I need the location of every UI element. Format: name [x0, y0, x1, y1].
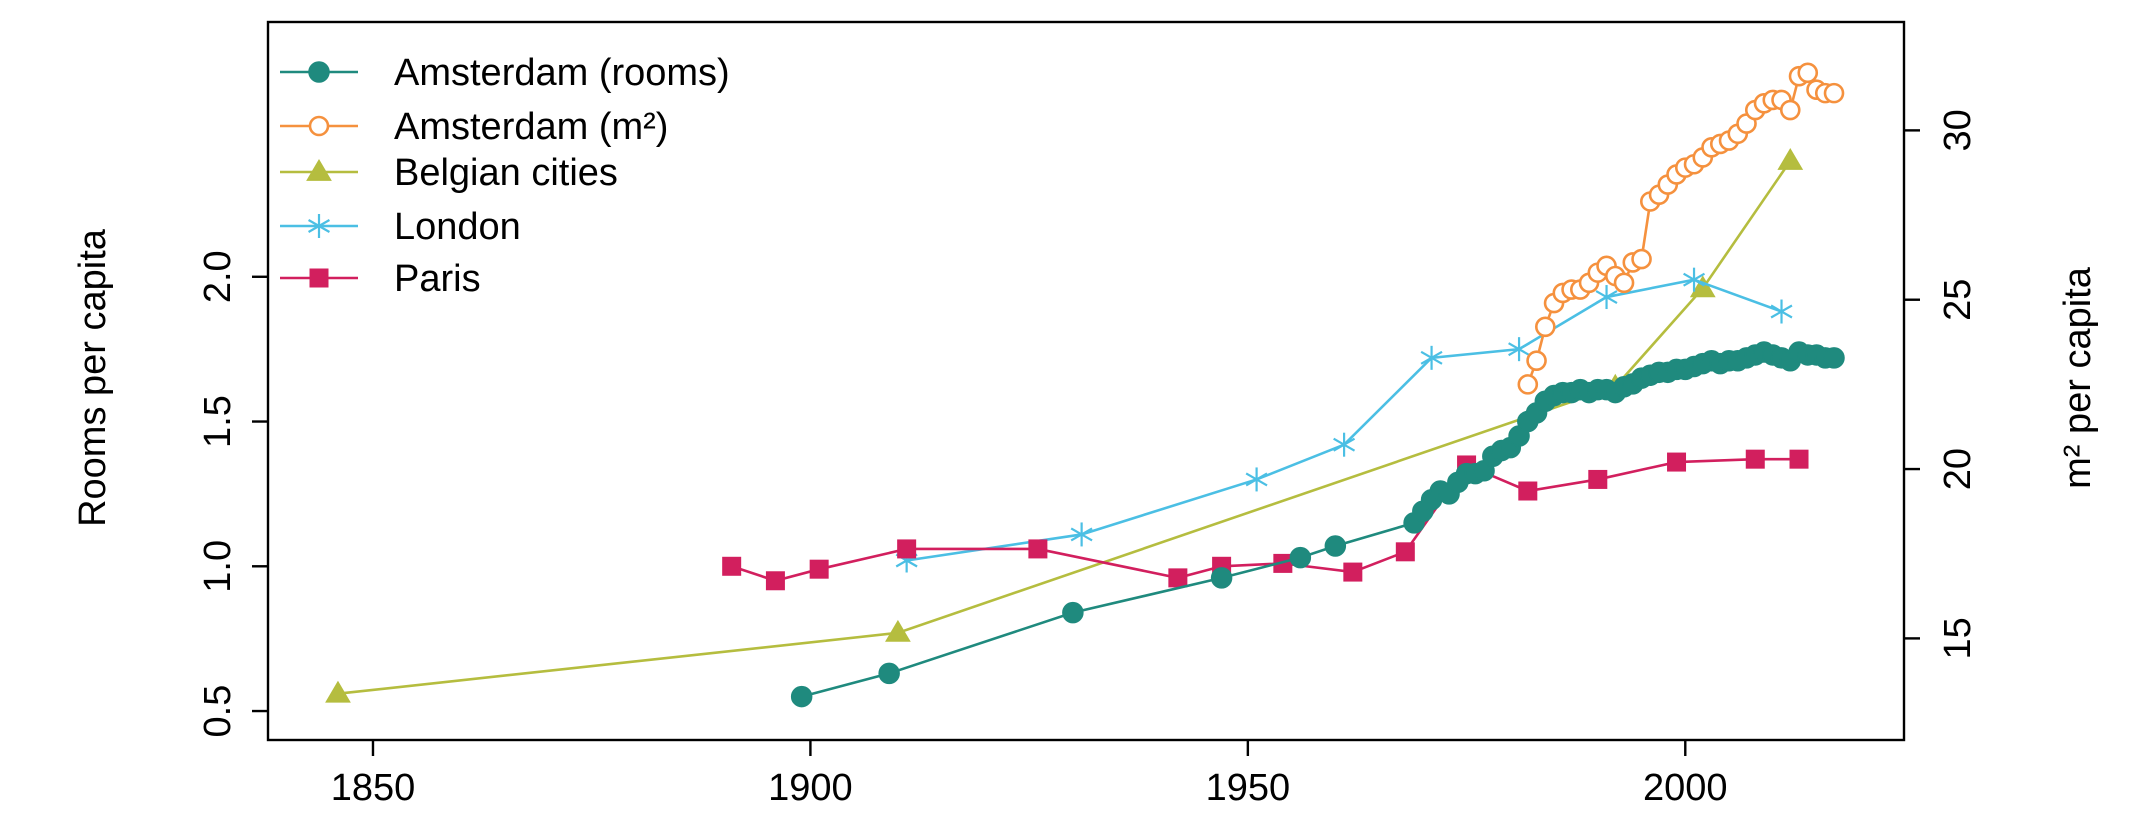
data-point [1588, 469, 1608, 489]
data-point [1535, 316, 1556, 338]
y-right-tick-label: 30 [1937, 109, 1979, 151]
data-point [1683, 267, 1706, 292]
legend-label: Amsterdam (rooms) [394, 52, 730, 94]
data-point [790, 685, 813, 708]
data-point [1526, 350, 1547, 371]
legend-marker [308, 61, 330, 83]
data-point [878, 662, 900, 685]
data-point [1070, 522, 1093, 547]
data-point [1777, 147, 1804, 170]
x-tick-label: 1900 [768, 767, 853, 809]
legend-item-london: London [280, 206, 521, 248]
data-point [1395, 542, 1415, 562]
y-right-tick-label: 20 [1937, 448, 1979, 490]
data-point [1062, 601, 1084, 624]
y-left-tick-label: 1.0 [197, 540, 239, 593]
data-point [325, 680, 351, 703]
data-point [1595, 285, 1618, 310]
data-point [1518, 481, 1538, 501]
data-point [1689, 275, 1716, 298]
y-axis-right-label: m² per capita [2057, 266, 2099, 489]
series-line [906, 278, 1782, 562]
y-right-tick-label: 15 [1937, 617, 1979, 659]
legend-item-belgian-cities: Belgian cities [280, 152, 618, 194]
legend-label: London [394, 206, 521, 248]
data-point [885, 619, 911, 642]
data-point [1789, 449, 1809, 469]
data-point [1745, 449, 1765, 469]
plot-frame [266, 20, 1906, 742]
legend-item-paris: Paris [280, 258, 481, 300]
series-layer [325, 62, 1845, 708]
x-tick-label: 1850 [331, 767, 416, 809]
series-amsterdam-rooms [790, 341, 1845, 708]
x-axis: 1850 1900 1950 2000 [331, 740, 1728, 809]
series-paris [722, 449, 1809, 591]
y-left-tick-label: 2.0 [197, 250, 239, 303]
series-line [801, 350, 1835, 698]
legend-label: Amsterdam (m²) [394, 106, 668, 148]
data-point [765, 571, 785, 591]
data-point [1823, 347, 1845, 369]
data-point [1168, 568, 1188, 588]
data-point [1613, 272, 1635, 294]
series-london [895, 267, 1793, 573]
data-point [1667, 452, 1687, 472]
data-point [1343, 562, 1363, 582]
series-belgian-cities [325, 147, 1804, 703]
data-point [1823, 82, 1845, 104]
data-point [809, 559, 829, 579]
data-point [1631, 248, 1652, 270]
y-left-tick-label: 0.5 [197, 685, 239, 738]
data-point [1210, 567, 1233, 589]
y-axis-right: 15 20 25 30 [1904, 109, 1979, 660]
legend-marker [308, 214, 330, 238]
data-point [1333, 432, 1356, 457]
x-tick-label: 2000 [1643, 767, 1728, 809]
y-axis-left: 0.5 1.0 1.5 2.0 [197, 250, 268, 737]
data-point [722, 556, 742, 576]
data-point [897, 539, 917, 559]
x-tick-label: 1950 [1206, 767, 1291, 809]
y-left-tick-label: 1.5 [197, 395, 239, 448]
legend-marker [306, 159, 332, 181]
data-point [1517, 374, 1539, 395]
y-right-tick-label: 25 [1937, 279, 1979, 321]
data-point [1779, 99, 1801, 121]
legend-marker [309, 268, 329, 288]
legend-label: Paris [394, 258, 481, 300]
legend: Amsterdam (rooms) Amsterdam (m²)Belgian c… [280, 52, 730, 300]
y-axis-left-label: Rooms per capita [72, 228, 114, 527]
data-point [1028, 539, 1048, 559]
legend-label: Belgian cities [394, 152, 618, 194]
data-point [1289, 546, 1312, 569]
data-point [1508, 337, 1531, 362]
legend-item-amsterdam-m: Amsterdam (m²) [280, 106, 668, 148]
data-point [1420, 345, 1443, 370]
data-point [1324, 535, 1347, 557]
data-point [1245, 467, 1268, 492]
legend-marker [308, 115, 330, 137]
data-point [1770, 299, 1793, 324]
series-amsterdam-m [1517, 62, 1845, 395]
series-line [731, 457, 1800, 583]
legend-item-amsterdam-rooms: Amsterdam (rooms) [280, 52, 730, 94]
data-point [1797, 62, 1819, 84]
